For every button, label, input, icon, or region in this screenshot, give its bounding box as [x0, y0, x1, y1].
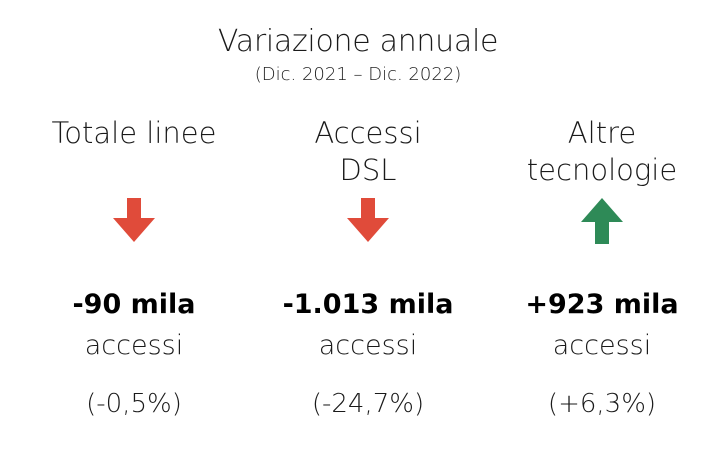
change-unit: accessi [318, 330, 418, 361]
column-label-line-1: Altre [567, 116, 637, 150]
page-title: Variazione annuale [217, 24, 499, 59]
arrow-up-icon [581, 198, 623, 244]
arrow-down-icon [113, 198, 155, 242]
change-unit: accessi [84, 330, 184, 361]
change-value: +923 mila [525, 289, 679, 320]
change-value: -1.013 mila [282, 289, 454, 320]
column-label-line-1: Accessi [314, 116, 422, 150]
change-percent: (-24,7%) [311, 389, 425, 419]
column-label: Totale linee [51, 116, 217, 150]
column-totale-linee: Totale linee -90 mila accessi (-0,5%) [14, 0, 254, 456]
column-altre-tecnologie: Altre tecnologie +923 mila accessi (+6,3… [482, 0, 716, 456]
change-unit: accessi [552, 330, 652, 361]
change-percent: (-0,5%) [86, 389, 182, 419]
column-label-line-2: tecnologie [526, 153, 678, 187]
column-accessi-dsl: Accessi DSL -1.013 mila accessi (-24,7%) [248, 0, 488, 456]
page-subtitle: (Dic. 2021 – Dic. 2022) [254, 64, 462, 85]
arrow-down-icon [347, 198, 389, 242]
change-value: -90 mila [72, 289, 196, 320]
column-label-line-2: DSL [339, 153, 397, 187]
change-percent: (+6,3%) [547, 389, 657, 419]
